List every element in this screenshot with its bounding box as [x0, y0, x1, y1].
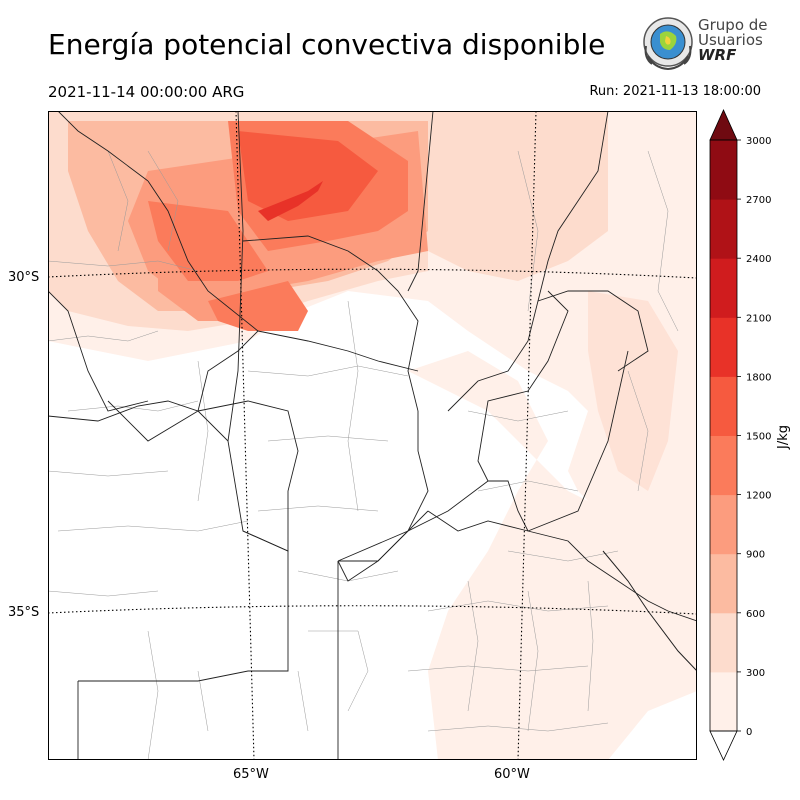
colorbar-tick-label: 2400	[746, 254, 771, 265]
lat-label-35s: 35°S	[8, 605, 40, 620]
colorbar-bin	[710, 612, 737, 673]
colorbar-tick-label: 2700	[746, 195, 771, 206]
map-frame	[48, 111, 697, 760]
colorbar-tick-label: 0	[746, 727, 752, 738]
colorbar-extend-min	[709, 730, 738, 761]
map-title: Energía potencial convectiva disponible	[48, 28, 606, 61]
valid-time: 2021-11-14 00:00:00 ARG	[48, 83, 245, 101]
grupo-usuarios-wrf-logo: Grupo de Usuarios WRF	[640, 16, 770, 72]
colorbar-bin	[710, 435, 737, 496]
colorbar-tick-label: 300	[746, 668, 765, 679]
colorbar: 0 300 600 900 1200 1500 1800 2100 2400 2700 3000	[709, 109, 771, 761]
colorbar-bin	[710, 317, 737, 377]
province-boundaries	[48, 111, 697, 760]
colorbar-tick-label: 600	[746, 609, 765, 620]
graticule	[48, 111, 697, 760]
colorbar-tick-label: 1500	[746, 432, 771, 443]
logo-line-2: Usuarios	[698, 31, 763, 49]
run-time: Run: 2021-11-13 18:00:00	[589, 84, 761, 99]
colorbar-bin	[710, 258, 737, 318]
colorbar-bin	[710, 140, 737, 200]
colorbar-bin	[710, 553, 737, 614]
lon-label-60w: 60°W	[494, 767, 530, 782]
logo-line-1: Grupo de	[698, 16, 768, 34]
lon-label-65w: 65°W	[233, 767, 269, 782]
colorbar-tick-label: 1800	[746, 372, 771, 383]
department-boundaries	[48, 111, 697, 760]
colorbar-bin	[710, 376, 737, 436]
colorbar-bin	[710, 494, 737, 555]
lat-label-30s: 30°S	[8, 270, 40, 285]
colorbar-tick-label: 900	[746, 550, 765, 561]
colorbar-extend-max	[709, 109, 738, 141]
logo-line-3: WRF	[698, 46, 737, 64]
colorbar-tick-label: 1200	[746, 491, 771, 502]
colorbar-unit-label: J/kg	[776, 425, 791, 449]
colorbar-tick-label: 2100	[746, 313, 771, 324]
cape-map	[48, 111, 697, 760]
cape-shading	[48, 111, 697, 760]
colorbar-bin	[710, 671, 737, 732]
globe-seal-icon	[643, 17, 693, 71]
colorbar-tick-label: 3000	[746, 136, 771, 147]
colorbar-bin	[710, 199, 737, 259]
